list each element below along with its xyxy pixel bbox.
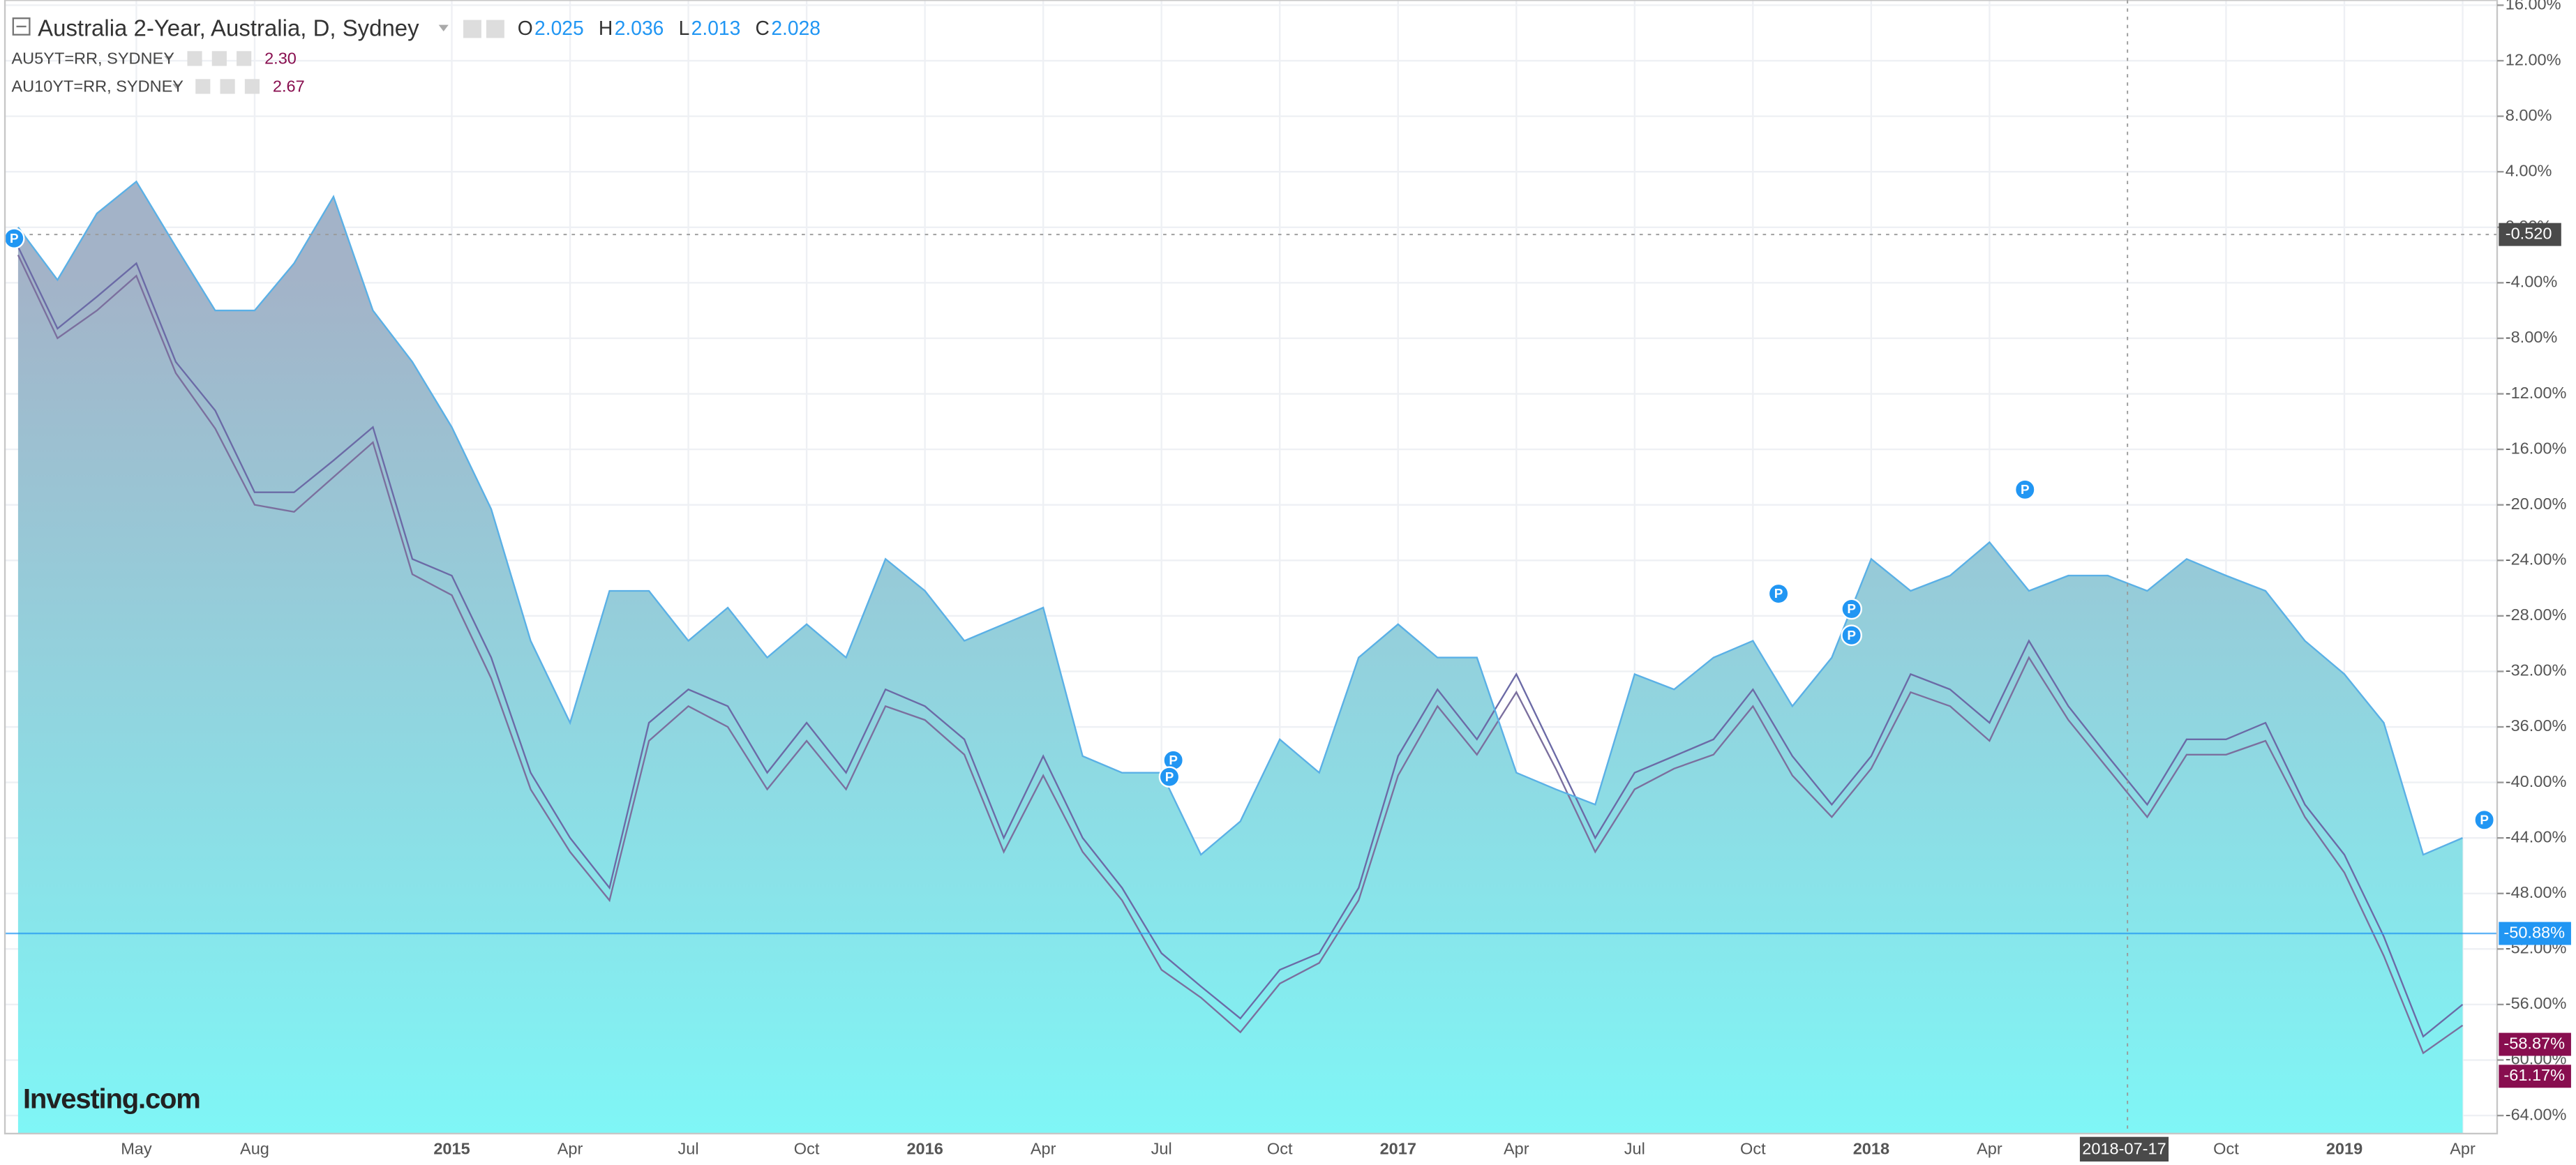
y-tick-label: -20.00%	[2506, 495, 2567, 513]
dropdown-arrow[interactable]	[438, 24, 449, 32]
y-tick-label: -56.00%	[2506, 994, 2567, 1012]
close-button[interactable]	[244, 79, 260, 94]
news-marker-label: P	[1169, 753, 1178, 767]
x-tick-label: 2016	[906, 1140, 943, 1158]
news-marker-label: P	[1165, 769, 1174, 784]
news-marker-label: P	[10, 231, 19, 246]
price-label: -58.87%	[2503, 1034, 2565, 1052]
x-tick-label: May	[121, 1140, 152, 1158]
news-marker	[1841, 624, 1862, 647]
x-tick-label: Oct	[1740, 1140, 1766, 1158]
news-marker	[2014, 479, 2036, 501]
news-marker-label: P	[2021, 482, 2030, 497]
news-marker	[1767, 582, 1790, 605]
news-marker-label: P	[1774, 586, 1783, 601]
x-tick-label: Apr	[2450, 1140, 2476, 1158]
eye-button[interactable]	[463, 20, 481, 38]
crosshair-x-label-bg	[2079, 1136, 2169, 1162]
settings-button[interactable]	[486, 20, 504, 38]
y-tick-label: -48.00%	[2506, 883, 2567, 901]
crosshair-x-label: 2018-07-17	[2082, 1140, 2166, 1158]
y-tick-label: -44.00%	[2506, 827, 2567, 845]
x-tick-label: 2019	[2326, 1140, 2362, 1158]
ohlc-value: 2.028	[771, 17, 821, 39]
ohlc-label: L	[679, 17, 690, 39]
logo: Investing.com	[23, 1083, 200, 1114]
ohlc-value: 2.013	[691, 17, 741, 39]
series-line	[17, 246, 2464, 1038]
plot-border	[3, 0, 2499, 1135]
y-tick-label: -40.00%	[2506, 772, 2567, 790]
y-tick-label: -12.00%	[2506, 384, 2567, 402]
ohlc-label: H	[599, 17, 613, 39]
x-tick-label: Jul	[1151, 1140, 1172, 1158]
y-tick-label: -16.00%	[2506, 439, 2567, 457]
eye-button[interactable]	[187, 51, 202, 66]
y-tick-label: 16.00%	[2506, 0, 2561, 13]
close-button[interactable]	[237, 51, 252, 66]
x-tick-label: Aug	[240, 1140, 269, 1158]
price-label-bg	[2499, 922, 2571, 945]
dropdown-arrow[interactable]	[172, 84, 181, 89]
series-line	[17, 180, 2463, 857]
price-label-bg	[2499, 1065, 2571, 1088]
y-tick-label: 12.00%	[2506, 50, 2561, 68]
eye-button[interactable]	[195, 79, 211, 94]
settings-button[interactable]	[220, 79, 235, 94]
x-tick-label: 2015	[433, 1140, 470, 1158]
area-fill	[17, 181, 2463, 1134]
y-tick-label: -36.00%	[2506, 716, 2567, 735]
legend-title: Australia 2-Year, Australia, D, Sydney	[38, 15, 419, 40]
y-tick-label: 4.00%	[2506, 161, 2552, 179]
y-tick-label: -4.00%	[2506, 273, 2558, 291]
series-line	[17, 254, 2464, 1055]
x-tick-label: Jul	[678, 1140, 699, 1158]
legend-entry: AU10YT=RR, SYDNEY	[11, 77, 184, 95]
news-marker-label: P	[1847, 628, 1856, 642]
price-label: -61.17%	[2503, 1066, 2565, 1084]
legend-entry: AU5YT=RR, SYDNEY	[11, 49, 174, 67]
x-tick-label: Apr	[557, 1140, 583, 1158]
y-tick-label: -32.00%	[2506, 661, 2567, 679]
news-marker-label: P	[1847, 601, 1856, 616]
ohlc-value: 2.025	[534, 17, 584, 39]
news-marker	[1158, 766, 1181, 788]
y-tick-label: -8.00%	[2506, 328, 2558, 346]
news-marker	[2473, 809, 2495, 831]
x-tick-label: Oct	[1267, 1140, 1293, 1158]
ohlc-label: O	[518, 17, 533, 39]
y-tick-label: 8.00%	[2506, 106, 2552, 124]
x-tick-label: 2017	[1380, 1140, 1416, 1158]
settings-button[interactable]	[211, 51, 227, 66]
ohlc-value: 2.036	[615, 17, 664, 39]
x-tick-label: Apr	[1504, 1140, 1529, 1158]
news-marker	[1841, 598, 1862, 620]
news-marker-label: P	[2480, 812, 2489, 827]
price-label: -50.88%	[2503, 923, 2565, 941]
x-tick-label: Oct	[2213, 1140, 2239, 1158]
legend-value: 2.67	[273, 77, 305, 95]
ohlc-label: C	[756, 17, 770, 39]
x-tick-label: Apr	[1031, 1140, 1056, 1158]
crosshair-y-label: -0.520	[2506, 224, 2552, 242]
y-tick-label: -64.00%	[2506, 1105, 2567, 1123]
dropdown-arrow[interactable]	[164, 56, 173, 61]
crosshair-y-label-bg	[2499, 223, 2561, 246]
price-label-bg	[2499, 1032, 2571, 1056]
y-tick-label: -28.00%	[2506, 606, 2567, 624]
legend-value: 2.30	[264, 49, 297, 67]
collapse-button[interactable]	[12, 17, 31, 36]
y-tick-label: -24.00%	[2506, 550, 2567, 568]
x-tick-label: Oct	[794, 1140, 820, 1158]
x-tick-label: Apr	[1977, 1140, 2002, 1158]
x-tick-label: Jul	[1624, 1140, 1645, 1158]
x-tick-label: 2018	[1853, 1140, 1889, 1158]
